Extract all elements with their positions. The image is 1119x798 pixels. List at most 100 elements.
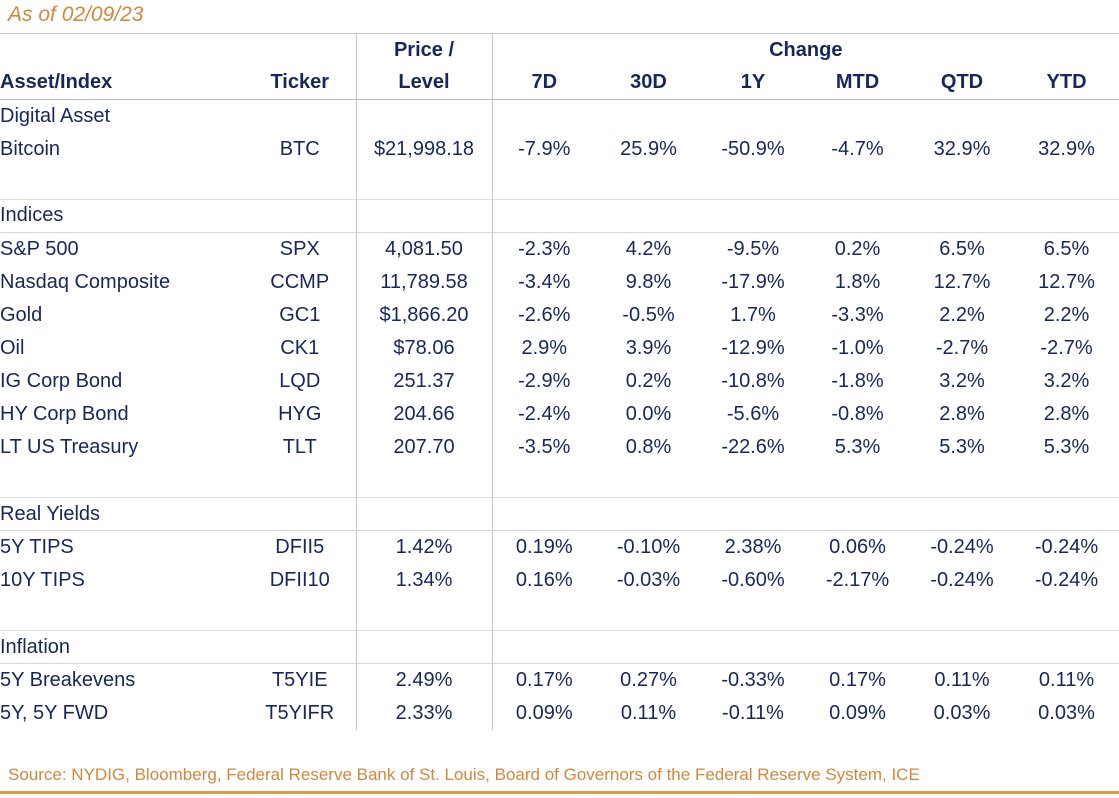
empty-cell bbox=[0, 166, 356, 199]
price-cell: $21,998.18 bbox=[355, 132, 492, 166]
table-row-10y-tips: 10Y TIPS DFII10 1.34% 0.16% -0.03% -0.60… bbox=[0, 564, 1119, 598]
change-cell-7d: 0.19% bbox=[491, 530, 596, 565]
empty-cell bbox=[355, 497, 492, 532]
empty-cell bbox=[491, 198, 1119, 233]
change-cell-ytd: 12.7% bbox=[1038, 270, 1095, 293]
price-cell: 1.34% bbox=[355, 564, 492, 598]
asset-cell: HY Corp Bond bbox=[0, 403, 129, 426]
price-cell: 2.33% bbox=[355, 696, 492, 731]
change-cell-mtd: 0.2% bbox=[834, 237, 881, 260]
asset-cell: 5Y Breakevens bbox=[0, 669, 136, 692]
change-cell-7d: -2.4% bbox=[491, 398, 596, 432]
price-level-header-line2: Level bbox=[355, 66, 492, 100]
col-header-1y: 1Y bbox=[701, 66, 805, 100]
col-header-7d: 7D bbox=[491, 66, 596, 100]
change-cell-ytd: 3.2% bbox=[1043, 370, 1090, 393]
change-cell-30d: 0.27% bbox=[620, 669, 677, 692]
change-cell-1y: -5.6% bbox=[726, 403, 780, 426]
asset-cell: LT US Treasury bbox=[0, 436, 139, 459]
as-of-date: As of 02/09/23 bbox=[8, 3, 144, 26]
change-cell-7d: -2.9% bbox=[491, 365, 596, 399]
source-attribution: Source: NYDIG, Bloomberg, Federal Reserv… bbox=[8, 765, 920, 784]
change-cell-1y: -0.33% bbox=[721, 669, 785, 692]
change-cell-ytd: 32.9% bbox=[1038, 137, 1095, 160]
change-cell-mtd: -3.3% bbox=[831, 303, 884, 326]
empty-cell bbox=[355, 165, 492, 200]
table-row-hy-corp-bond: HY Corp Bond HYG 204.66 -2.4% 0.0% -5.6%… bbox=[0, 398, 1119, 432]
ticker-cell: TLT bbox=[282, 436, 317, 459]
change-cell-1y: -10.8% bbox=[721, 370, 785, 393]
change-cell-qtd: 0.11% bbox=[934, 669, 990, 692]
ticker-cell: CK1 bbox=[280, 336, 320, 359]
header-row-columns: Asset/Index Ticker Level 7D 30D 1Y MTD Q… bbox=[0, 66, 1119, 100]
table-row-5y-tips: 5Y TIPS DFII5 1.42% 0.19% -0.10% 2.38% 0… bbox=[0, 530, 1119, 565]
change-cell-30d: 0.2% bbox=[625, 370, 672, 393]
empty-cell bbox=[355, 597, 492, 631]
table-row-sp500: S&P 500 SPX 4,081.50 -2.3% 4.2% -9.5% 0.… bbox=[0, 232, 1119, 266]
change-cell-qtd: 12.7% bbox=[933, 270, 991, 293]
empty-cell bbox=[0, 465, 356, 498]
change-cell-ytd: -0.24% bbox=[1034, 536, 1099, 559]
col-header-ytd: YTD bbox=[1014, 66, 1119, 100]
change-cell-1y: -12.9% bbox=[721, 336, 785, 359]
ticker-cell: SPX bbox=[279, 237, 320, 260]
change-cell-30d: 0.0% bbox=[625, 403, 672, 426]
table-row-lt-us-treasury: LT US Treasury TLT 207.70 -3.5% 0.8% -22… bbox=[0, 431, 1119, 465]
empty-cell bbox=[355, 464, 492, 498]
table-row-nasdaq: Nasdaq Composite CCMP 11,789.58 -3.4% 9.… bbox=[0, 265, 1119, 299]
market-performance-table: Price / Change Asset/Index Ticker Level … bbox=[0, 33, 1119, 731]
change-cell-ytd: 5.3% bbox=[1043, 436, 1090, 459]
change-cell-mtd: 0.09% bbox=[829, 701, 886, 724]
change-cell-mtd: 0.17% bbox=[829, 669, 886, 692]
change-cell-ytd: 2.8% bbox=[1043, 403, 1090, 426]
change-cell-ytd: -0.24% bbox=[1034, 569, 1099, 592]
table-row-5y5y-fwd: 5Y, 5Y FWD T5YIFR 2.33% 0.09% 0.11% -0.1… bbox=[0, 696, 1119, 731]
change-cell-qtd: 6.5% bbox=[939, 237, 985, 260]
change-cell-ytd: 0.11% bbox=[1038, 669, 1095, 692]
change-cell-ytd: -2.7% bbox=[1040, 336, 1093, 359]
ticker-cell: LQD bbox=[279, 370, 321, 393]
table-row-gold: Gold GC1 $1,866.20 -2.6% -0.5% 1.7% -3.3… bbox=[0, 298, 1119, 332]
change-cell-qtd: -2.7% bbox=[935, 336, 989, 359]
asset-index-header: Asset/Index bbox=[0, 66, 244, 100]
change-cell-30d: 9.8% bbox=[625, 270, 672, 293]
empty-cell bbox=[491, 597, 1119, 631]
change-cell-1y: 2.38% bbox=[724, 536, 782, 559]
asset-cell: S&P 500 bbox=[0, 237, 79, 260]
price-cell: 11,789.58 bbox=[355, 265, 492, 299]
asset-cell: 5Y TIPS bbox=[0, 536, 74, 559]
asset-cell: Oil bbox=[0, 336, 25, 359]
change-group-header: Change bbox=[491, 33, 1119, 67]
empty-cell bbox=[491, 165, 1119, 200]
table-row-5y-breakevens: 5Y Breakevens T5YIE 2.49% 0.17% 0.27% -0… bbox=[0, 663, 1119, 697]
empty-cell bbox=[355, 99, 492, 133]
change-cell-qtd: 2.8% bbox=[939, 403, 985, 426]
change-cell-30d: -0.03% bbox=[616, 569, 681, 592]
section-label: Digital Asset bbox=[0, 104, 111, 127]
price-cell: $78.06 bbox=[355, 331, 492, 365]
empty-cell bbox=[491, 99, 1119, 133]
change-cell-qtd: 32.9% bbox=[933, 137, 991, 160]
change-cell-7d: -2.6% bbox=[491, 298, 596, 332]
ticker-cell: BTC bbox=[279, 137, 320, 160]
empty-header-cell bbox=[0, 34, 356, 67]
price-cell: $1,866.20 bbox=[355, 298, 492, 332]
change-cell-1y: -50.9% bbox=[721, 137, 785, 160]
change-cell-1y: -17.9% bbox=[721, 270, 785, 293]
section-label: Real Yields bbox=[0, 497, 356, 532]
empty-cell bbox=[0, 597, 356, 630]
footer-divider bbox=[0, 791, 1119, 794]
change-cell-7d: 0.17% bbox=[491, 663, 596, 697]
change-cell-qtd: -0.24% bbox=[930, 536, 994, 559]
change-cell-ytd: 0.03% bbox=[1038, 701, 1095, 724]
col-header-mtd: MTD bbox=[805, 66, 910, 100]
asset-cell: Bitcoin bbox=[0, 137, 61, 160]
section-label: Indices bbox=[0, 198, 356, 233]
change-cell-1y: 1.7% bbox=[730, 303, 776, 326]
col-header-qtd: QTD bbox=[910, 66, 1014, 100]
spacer-row bbox=[0, 597, 1119, 631]
ticker-cell: GC1 bbox=[279, 303, 321, 326]
ticker-cell: T5YIE bbox=[271, 669, 328, 692]
price-cell: 251.37 bbox=[355, 365, 492, 399]
table-row-ig-corp-bond: IG Corp Bond LQD 251.37 -2.9% 0.2% -10.8… bbox=[0, 365, 1119, 399]
